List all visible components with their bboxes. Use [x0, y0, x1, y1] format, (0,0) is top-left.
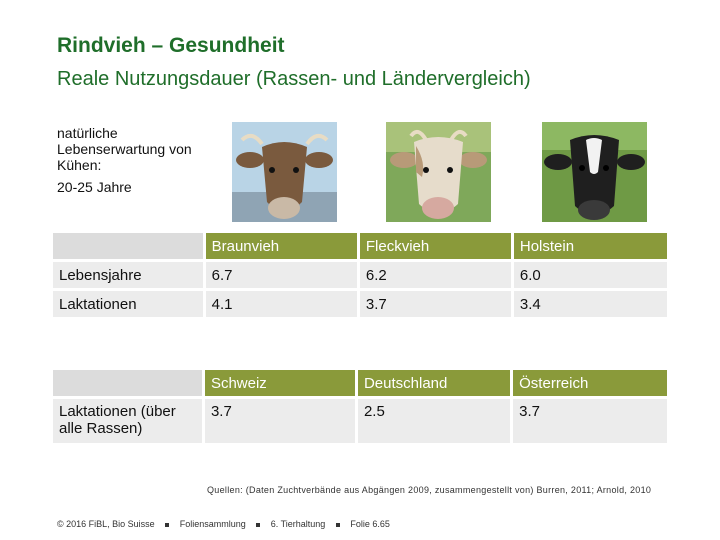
slide-footer: © 2016 FiBL, Bio Suisse Foliensammlung 6… — [57, 519, 390, 529]
table-row: Laktationen 4.1 3.7 3.4 — [53, 291, 667, 317]
table-cell: 3.4 — [513, 291, 667, 317]
country-comparison-table: Schweiz Deutschland Österreich Laktation… — [50, 367, 670, 446]
table-cell: 2.5 — [357, 399, 511, 443]
table-cell: 6.7 — [205, 262, 357, 288]
footer-separator — [335, 522, 340, 527]
footer-slide-number: Folie 6.65 — [350, 519, 390, 529]
slide-subtitle: Reale Nutzungsdauer (Rassen- und Länderv… — [57, 68, 531, 90]
header-cell-schweiz: Schweiz — [204, 370, 355, 396]
header-cell-deutschland: Deutschland — [357, 370, 511, 396]
table-cell: 3.7 — [359, 291, 511, 317]
table-header-row: Braunvieh Fleckvieh Holstein — [53, 233, 667, 259]
row-label-laktationen-alle-rassen: Laktationen (über alle Rassen) — [53, 399, 202, 443]
header-cell-holstein: Holstein — [513, 233, 667, 259]
life-expectancy-value: 20-25 Jahre — [57, 179, 132, 195]
fleckvieh-cow-photo — [386, 122, 491, 222]
sources-note: Quellen: (Daten Zuchtverbände aus Abgäng… — [207, 485, 652, 495]
table-cell: 3.7 — [513, 399, 667, 443]
footer-separator — [256, 522, 261, 527]
breed-comparison-table: Braunvieh Fleckvieh Holstein Lebensjahre… — [50, 230, 670, 320]
table-row: Lebensjahre 6.7 6.2 6.0 — [53, 262, 667, 288]
footer-copyright: © 2016 FiBL, Bio Suisse — [57, 519, 155, 529]
table-cell: 6.2 — [359, 262, 511, 288]
row-label-laktationen: Laktationen — [53, 291, 203, 317]
header-cell-empty — [53, 370, 202, 396]
life-expectancy-note: natürliche Lebenserwartung von Kühen: 20… — [57, 125, 197, 195]
table-header-row: Schweiz Deutschland Österreich — [53, 370, 667, 396]
header-cell-empty — [53, 233, 203, 259]
holstein-cow-photo — [542, 122, 647, 222]
header-cell-braunvieh: Braunvieh — [205, 233, 357, 259]
row-label-lebensjahre: Lebensjahre — [53, 262, 203, 288]
table-cell: 4.1 — [205, 291, 357, 317]
table-cell: 6.0 — [513, 262, 667, 288]
header-cell-oesterreich: Österreich — [513, 370, 667, 396]
footer-separator — [165, 522, 170, 527]
slide-title: Rindvieh – Gesundheit — [57, 34, 285, 57]
header-cell-fleckvieh: Fleckvieh — [359, 233, 511, 259]
braunvieh-cow-photo — [232, 122, 337, 222]
footer-collection: Foliensammlung — [179, 519, 246, 529]
table-cell: 3.7 — [204, 399, 355, 443]
footer-chapter: 6. Tierhaltung — [270, 519, 326, 529]
life-expectancy-label: natürliche Lebenserwartung von Kühen: — [57, 125, 192, 173]
table-row: Laktationen (über alle Rassen) 3.7 2.5 3… — [53, 399, 667, 443]
